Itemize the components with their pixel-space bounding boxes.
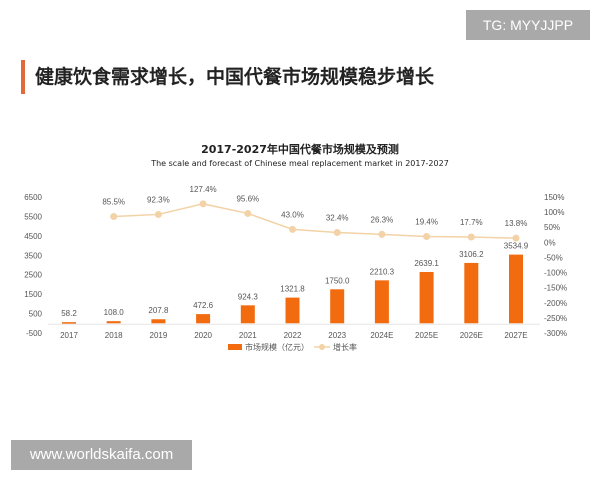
bar-value-label: 108.0 xyxy=(104,308,125,317)
title-accent-bar xyxy=(21,60,25,94)
growth-point xyxy=(154,210,162,218)
chart-title: 2017-2027年中国代餐市场规模及预测 xyxy=(201,143,399,156)
bar xyxy=(196,314,211,324)
y-right-tick: 50% xyxy=(544,223,560,232)
growth-value-label: 43.0% xyxy=(281,210,304,219)
legend-line-label: 增长率 xyxy=(333,342,357,352)
bar-value-label: 472.6 xyxy=(193,301,214,310)
growth-value-label: 127.4% xyxy=(190,185,217,194)
y-left-tick: 2500 xyxy=(24,271,42,280)
growth-value-label: 19.4% xyxy=(415,217,438,226)
bar xyxy=(374,280,389,324)
y-right-tick: -300% xyxy=(544,329,567,338)
y-right-tick: -50% xyxy=(544,253,563,262)
bar-value-label: 3106.2 xyxy=(459,250,484,259)
x-tick-label: 2019 xyxy=(150,331,168,340)
bar xyxy=(419,272,434,324)
growth-point xyxy=(110,212,118,220)
legend-line-marker xyxy=(319,344,325,350)
page-title: 健康饮食需求增长，中国代餐市场规模稳步增长 xyxy=(35,66,435,88)
growth-value-label: 13.8% xyxy=(505,219,528,228)
bar-value-label: 924.3 xyxy=(238,292,259,301)
y-left-tick: 500 xyxy=(29,310,43,319)
y-left-tick: -500 xyxy=(26,329,43,338)
x-tick-label: 2024E xyxy=(370,331,393,340)
bar xyxy=(285,297,300,324)
bar xyxy=(62,322,76,324)
growth-point xyxy=(199,200,207,208)
growth-value-label: 95.6% xyxy=(236,194,259,203)
growth-value-label: 26.3% xyxy=(371,215,394,224)
growth-point xyxy=(512,234,520,242)
growth-value-label: 92.3% xyxy=(147,195,170,204)
x-tick-label: 2022 xyxy=(284,331,302,340)
bar xyxy=(464,262,479,324)
y-left-tick: 6500 xyxy=(24,193,42,202)
legend-bar-swatch xyxy=(228,344,242,350)
bar-value-label: 207.8 xyxy=(148,306,169,315)
x-tick-label: 2023 xyxy=(328,331,346,340)
bar-value-label: 2639.1 xyxy=(414,259,439,268)
growth-value-label: 85.5% xyxy=(102,197,125,206)
watermark-site: www.worldskaifa.com xyxy=(11,440,192,470)
y-left-tick: 1500 xyxy=(24,290,42,299)
watermark-tg: TG: MYYJJPP xyxy=(466,10,590,40)
x-tick-label: 2027E xyxy=(504,331,527,340)
bar-value-label: 1750.0 xyxy=(325,276,350,285)
growth-point xyxy=(378,230,386,238)
bar-value-label: 58.2 xyxy=(61,309,77,318)
y-left-tick: 3500 xyxy=(24,251,42,260)
growth-point xyxy=(467,233,475,241)
x-tick-label: 2025E xyxy=(415,331,438,340)
x-tick-label: 2021 xyxy=(239,331,257,340)
chart-subtitle: The scale and forecast of Chinese meal r… xyxy=(151,159,449,168)
y-right-tick: 0% xyxy=(544,238,556,247)
bar-value-label: 3534.9 xyxy=(504,242,529,251)
growth-point xyxy=(333,229,341,237)
y-right-tick: 150% xyxy=(544,193,564,202)
growth-value-label: 32.4% xyxy=(326,214,349,223)
growth-value-label: 17.7% xyxy=(460,218,483,227)
y-right-tick: 100% xyxy=(544,208,564,217)
legend-bar-label: 市场规模（亿元） xyxy=(245,342,309,352)
bar xyxy=(509,254,523,324)
y-right-tick: -150% xyxy=(544,284,567,293)
growth-point xyxy=(423,232,431,240)
growth-line xyxy=(113,203,517,239)
bar-value-label: 2210.3 xyxy=(370,267,395,276)
growth-point xyxy=(244,209,252,217)
y-left-tick: 5500 xyxy=(24,212,42,221)
bar xyxy=(240,305,255,324)
y-right-tick: -100% xyxy=(544,269,567,278)
x-tick-label: 2018 xyxy=(105,331,123,340)
y-left-tick: 4500 xyxy=(24,232,42,241)
bar xyxy=(330,289,345,324)
y-right-tick: -200% xyxy=(544,299,567,308)
x-tick-label: 2017 xyxy=(60,331,78,340)
bar xyxy=(151,319,166,324)
y-right-tick: -250% xyxy=(544,314,567,323)
bar-value-label: 1321.8 xyxy=(280,285,305,294)
bar xyxy=(106,321,121,324)
growth-point xyxy=(289,225,296,233)
x-tick-label: 2026E xyxy=(460,331,483,340)
x-tick-label: 2020 xyxy=(194,331,212,340)
